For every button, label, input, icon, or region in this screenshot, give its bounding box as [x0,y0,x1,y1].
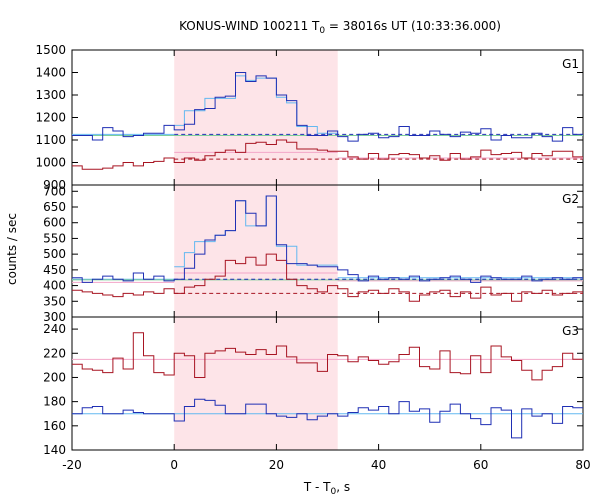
panel-g3-y-tick-label: 160 [43,419,66,433]
panel-g3-y-tick-label: 200 [43,370,66,384]
panel-g3-frame [71,316,584,451]
panel-g2-label: G2 [562,192,579,206]
panel-g2-high-series [72,195,583,283]
panel-g1-y-tick-label: 900 [43,178,66,192]
x-tick-label: 60 [473,458,488,472]
panel-g1-y-tick-label: 1500 [35,43,66,57]
panel-g1-y-tick-label: 1000 [35,156,66,170]
chart-title: KONUS-WIND 100211 T0 = 38016s UT (10:33:… [179,19,501,36]
panel-g2-y-tick-label: 600 [43,216,66,230]
panel-g3-y-tick-label: 240 [43,322,66,336]
panel-g1-label: G1 [562,57,579,71]
panel-g2-y-tick-label: 350 [43,294,66,308]
shaded-interval-layer [174,50,338,450]
panel-g1-y-tick-label: 1100 [35,133,66,147]
panel-g3-blue-series [72,398,583,439]
x-tick-label: -20 [62,458,82,472]
panel-g3-shaded-interval [174,317,338,450]
panel-g2-y-tick-label: 550 [43,231,66,245]
axes-layer: 900100011001200130014001500G130035040045… [35,43,590,472]
panel-g2-y-tick-label: 400 [43,279,66,293]
panel-g1-y-tick-label: 1200 [35,111,66,125]
panel-g2-y-tick-label: 700 [43,184,66,198]
x-tick-label: 80 [575,458,590,472]
panel-g2-low-series [72,253,583,302]
panel-g1-high-series [72,72,583,142]
panel-g3-red-series [72,332,583,381]
panel-g3-y-tick-label: 180 [43,395,66,409]
panel-g2-y-tick-label: 650 [43,200,66,214]
panel-g2-y-tick-label: 300 [43,310,66,324]
x-tick-label: 40 [371,458,386,472]
panel-g1-shaded-interval [174,50,338,185]
panel-g3-y-tick-label: 220 [43,346,66,360]
panel-g3-y-tick-label: 140 [43,443,66,457]
panel-g3-label: G3 [562,324,579,338]
panel-g1-y-tick-label: 1300 [35,88,66,102]
panel-g2-y-tick-label: 500 [43,247,66,261]
panel-g2-shaded-interval [174,185,338,317]
y-axis-label: counts / sec [5,213,19,285]
panel-g2-y-tick-label: 450 [43,263,66,277]
series-layer [72,72,583,439]
panel-g1-low-series [72,139,583,170]
x-tick-label: 0 [170,458,178,472]
panel-g1-y-tick-label: 1400 [35,66,66,80]
x-tick-label: 20 [269,458,284,472]
x-axis-label: T - T0, s [303,480,350,497]
